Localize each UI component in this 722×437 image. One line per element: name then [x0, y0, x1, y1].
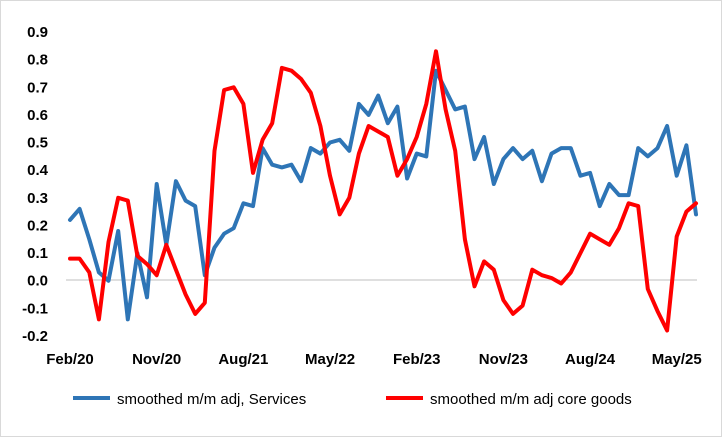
y-tick-label: 0.4	[27, 162, 49, 179]
x-tick-label: Nov/20	[132, 351, 181, 368]
y-tick-label: 0.1	[27, 245, 48, 262]
legend: smoothed m/m adj, Services smoothed m/m …	[73, 391, 632, 408]
y-tick-label: 0.3	[27, 190, 48, 207]
y-tick-label: 0.5	[27, 135, 48, 152]
x-tick-label: May/22	[305, 351, 355, 368]
y-axis-tick-labels: 0.9 0.8 0.7 0.6 0.5 0.4 0.3 0.2 0.1 0.0 -0.1 -0.2	[22, 24, 49, 345]
y-tick-label: -0.2	[22, 328, 48, 345]
y-tick-label: 0.8	[27, 52, 48, 69]
x-axis-tick-labels: Feb/20 Nov/20 Aug/21 May/22 Feb/23 Nov/23 Aug/…	[46, 351, 702, 368]
x-tick-label: Feb/23	[393, 351, 441, 368]
x-tick-label: May/25	[652, 351, 702, 368]
x-tick-label: Aug/21	[218, 351, 268, 368]
y-tick-label: -0.1	[22, 300, 48, 317]
x-tick-label: Nov/23	[479, 351, 528, 368]
series-line-core-goods	[68, 49, 698, 333]
y-tick-label: 0.0	[27, 273, 48, 290]
y-tick-label: 0.2	[27, 217, 48, 234]
series-line-services	[68, 68, 698, 322]
legend-label-services: smoothed m/m adj, Services	[117, 391, 306, 408]
x-tick-label: Feb/20	[46, 351, 94, 368]
y-tick-label: 0.7	[27, 79, 48, 96]
y-tick-label: 0.9	[27, 24, 48, 41]
y-tick-label: 0.6	[27, 107, 48, 124]
legend-label-core-goods: smoothed m/m adj core goods	[430, 391, 632, 408]
series-lines	[68, 49, 698, 333]
x-tick-label: Aug/24	[565, 351, 616, 368]
